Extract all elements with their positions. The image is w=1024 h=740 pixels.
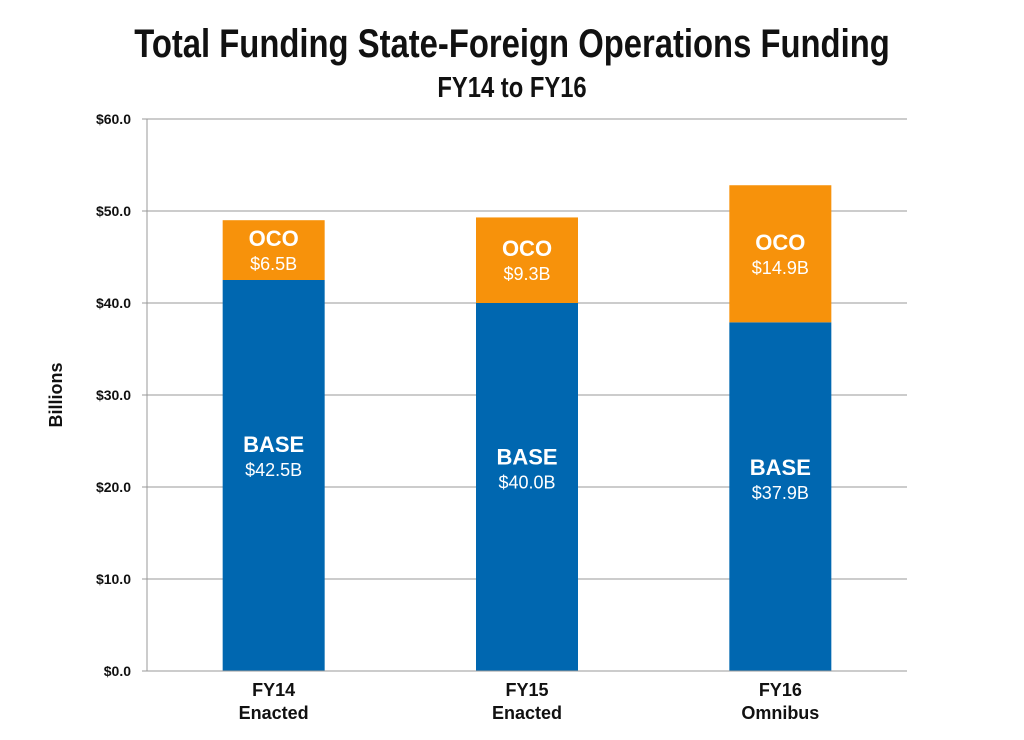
x-category-sublabel: Omnibus: [741, 703, 819, 723]
y-tick-label: $40.0: [96, 295, 131, 311]
x-category-label: FY16: [759, 680, 802, 700]
bar-segment-oco: [476, 217, 578, 303]
segment-value-label: $9.3B: [503, 264, 550, 284]
x-category-sublabel: Enacted: [492, 703, 562, 723]
segment-name-label: OCO: [502, 236, 552, 261]
y-tick-label: $30.0: [96, 387, 131, 403]
y-axis-label: Billions: [46, 362, 66, 427]
segment-name-label: BASE: [243, 432, 304, 457]
x-category-label: FY15: [505, 680, 548, 700]
bar-segment-base: [476, 303, 578, 671]
segment-value-label: $6.5B: [250, 254, 297, 274]
x-category-sublabel: Enacted: [239, 703, 309, 723]
bar-segment-oco: [222, 220, 325, 280]
segment-value-label: $42.5B: [245, 460, 302, 480]
segment-name-label: OCO: [249, 226, 299, 251]
segment-value-label: $37.9B: [752, 483, 809, 503]
x-category-label: FY14: [252, 680, 295, 700]
segment-name-label: OCO: [755, 230, 805, 255]
y-tick-label: $50.0: [96, 203, 131, 219]
segment-value-label: $40.0B: [498, 473, 555, 493]
y-tick-label: $10.0: [96, 571, 131, 587]
segment-value-label: $14.9B: [752, 258, 809, 278]
bar-segment-base: [222, 280, 325, 671]
segment-name-label: BASE: [750, 455, 811, 480]
y-tick-label: $60.0: [96, 111, 131, 127]
segment-name-label: BASE: [496, 445, 557, 470]
y-tick-label: $20.0: [96, 479, 131, 495]
y-tick-label: $0.0: [104, 663, 131, 679]
bar-segment-oco: [729, 185, 832, 323]
chart-title: Total Funding State-Foreign Operations F…: [134, 22, 890, 66]
bar-segment-base: [729, 322, 832, 671]
chart-subtitle: FY14 to FY16: [437, 72, 587, 104]
